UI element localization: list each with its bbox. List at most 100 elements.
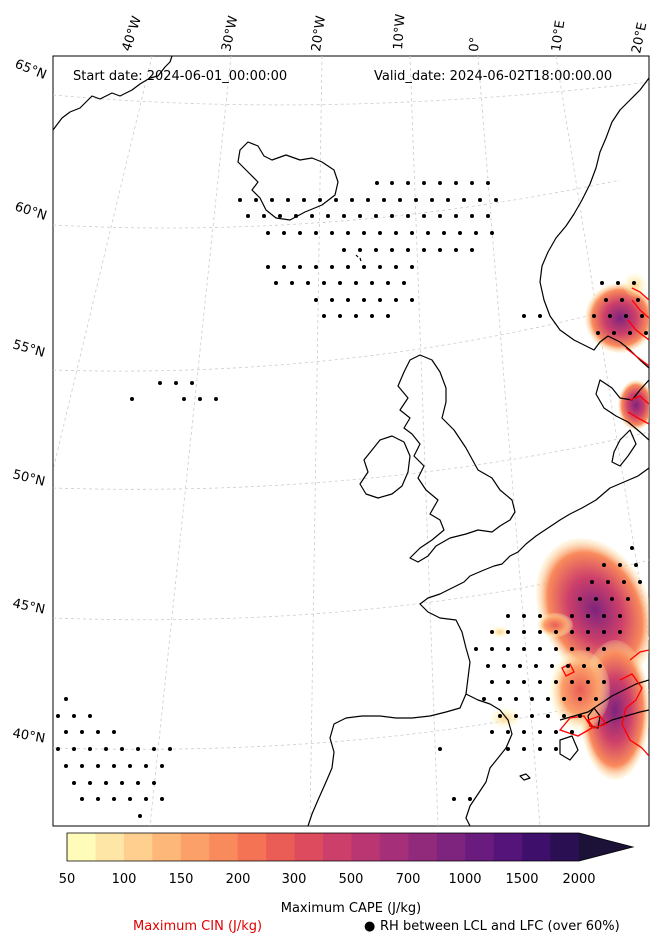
- rh-dot: [618, 563, 622, 567]
- rh-dot: [570, 614, 574, 618]
- rh-dot: [546, 697, 550, 701]
- rh-dot: [278, 214, 282, 218]
- rh-dot: [454, 248, 458, 252]
- rh-dot: [438, 181, 442, 185]
- rh-dot: [534, 664, 538, 668]
- rh-dot: [422, 181, 426, 185]
- rh-dot: [454, 181, 458, 185]
- rh-dot: [474, 647, 478, 651]
- rh-dot: [490, 730, 494, 734]
- rh-dot: [152, 747, 156, 751]
- rh-dot: [370, 314, 374, 318]
- rh-dot: [562, 697, 566, 701]
- rh-dot: [438, 747, 442, 751]
- rh-dot: [538, 630, 542, 634]
- lat-label: 40°N: [11, 726, 46, 746]
- rh-dot: [638, 580, 642, 584]
- rh-dot: [426, 231, 430, 235]
- rh-dot: [350, 198, 354, 202]
- lon-label: 10°W: [391, 13, 408, 50]
- rh-dot: [144, 764, 148, 768]
- rh-dot: [182, 397, 186, 401]
- rh-dot: [474, 231, 478, 235]
- cin-legend-label: Maximum CIN (J/kg): [133, 919, 262, 934]
- rh-dot: [274, 281, 278, 285]
- rh-dot: [490, 647, 494, 651]
- rh-dot: [592, 314, 596, 318]
- rh-dot: [490, 231, 494, 235]
- rh-dot: [482, 697, 486, 701]
- rh-dot: [438, 214, 442, 218]
- rh-dot: [486, 214, 490, 218]
- rh-dot: [286, 198, 290, 202]
- rh-dot: [632, 281, 636, 285]
- rh-dot: [394, 231, 398, 235]
- colorbar-tick: 50: [59, 872, 76, 887]
- rh-dot: [522, 730, 526, 734]
- rh-dot: [354, 281, 358, 285]
- rh-dot: [346, 298, 350, 302]
- rh-dot: [586, 630, 590, 634]
- rh-dot: [598, 664, 602, 668]
- rh-dot: [630, 546, 634, 550]
- rh-dot: [266, 231, 270, 235]
- rh-dot: [490, 680, 494, 684]
- rh-dot: [358, 248, 362, 252]
- rh-dot: [498, 714, 502, 718]
- rh-dot: [128, 797, 132, 801]
- rh-dot: [602, 647, 606, 651]
- rh-dot: [468, 797, 472, 801]
- rh-dot: [506, 630, 510, 634]
- rh-dot: [606, 580, 610, 584]
- rh-dot: [270, 198, 274, 202]
- rh-dot: [354, 314, 358, 318]
- rh-dot: [64, 764, 68, 768]
- rh-dot: [506, 730, 510, 734]
- rh-dot: [410, 298, 414, 302]
- rh-dot: [462, 198, 466, 202]
- rh-dot: [72, 781, 76, 785]
- valid-date-label: Valid_date: 2024-06-02T18:00:00.00: [374, 69, 612, 84]
- lat-label: 45°N: [11, 596, 46, 617]
- rh-dot: [414, 198, 418, 202]
- rh-dot: [64, 697, 68, 701]
- rh-dot: [302, 198, 306, 202]
- latitude-labels: 65°N 60°N 55°N 50°N 45°N 40°N: [11, 57, 49, 747]
- rh-dot: [382, 198, 386, 202]
- rh-dot: [80, 764, 84, 768]
- rh-dot: [342, 214, 346, 218]
- rh-dot: [378, 231, 382, 235]
- rh-dot: [594, 697, 598, 701]
- rh-dot: [554, 680, 558, 684]
- rh-dot: [422, 214, 426, 218]
- rh-dot: [402, 281, 406, 285]
- rh-dot: [198, 397, 202, 401]
- colorbar-segment: [351, 833, 381, 861]
- rh-dot: [346, 231, 350, 235]
- rh-dot: [254, 198, 258, 202]
- colorbar-segment: [436, 833, 466, 861]
- rh-dot: [546, 714, 550, 718]
- rh-dot: [406, 181, 410, 185]
- rh-dot: [120, 781, 124, 785]
- rh-dot: [370, 281, 374, 285]
- colorbar-segment: [152, 833, 182, 861]
- rh-dot: [506, 747, 510, 751]
- rh-dot: [120, 747, 124, 751]
- rh-dot: [502, 664, 506, 668]
- rh-dot: [530, 714, 534, 718]
- colorbar-segment: [379, 833, 409, 861]
- rh-dot: [294, 214, 298, 218]
- rh-dot: [168, 747, 172, 751]
- rh-dot: [522, 630, 526, 634]
- colorbar-outline: [66, 832, 635, 862]
- map-frame: [52, 55, 650, 827]
- lon-label: 40°W: [120, 14, 145, 53]
- rh-dot: [104, 747, 108, 751]
- rh-dot: [338, 314, 342, 318]
- rh-dot: [160, 797, 164, 801]
- colorbar-segment: [209, 833, 239, 861]
- rh-dot: [64, 730, 68, 734]
- rh-dot: [88, 714, 92, 718]
- rh-dot: [144, 797, 148, 801]
